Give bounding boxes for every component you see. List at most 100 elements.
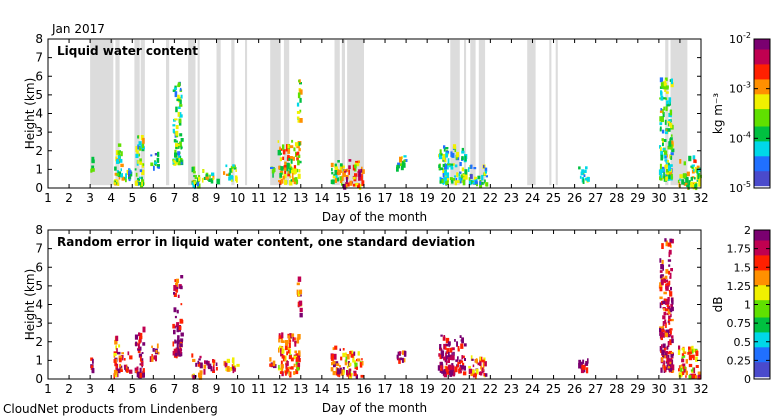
cloud-pixel xyxy=(117,182,120,186)
cloud-pixel xyxy=(287,349,290,354)
cloud-pixel xyxy=(330,179,333,184)
colorbar-segment xyxy=(754,371,770,375)
period-label: Jan 2017 xyxy=(51,22,105,36)
cloud-pixel xyxy=(278,364,280,369)
cloud-pixel xyxy=(331,167,333,172)
cloud-pixel xyxy=(659,270,663,273)
x-tick-label: 31 xyxy=(672,191,687,205)
cloud-pixel xyxy=(137,145,141,150)
cloud-pixel xyxy=(697,173,700,180)
cloud-pixel xyxy=(140,135,144,140)
cloud-pixel xyxy=(140,372,144,378)
cloud-pixel xyxy=(293,355,296,359)
cloud-pixel xyxy=(177,82,181,86)
cloud-pixel xyxy=(298,160,302,164)
cloud-pixel xyxy=(451,178,454,184)
cloud-pixel xyxy=(91,168,95,172)
colorbar-segment xyxy=(754,135,770,139)
cloud-pixel xyxy=(469,174,473,179)
cloud-pixel xyxy=(193,375,197,378)
y-tick-label: 1 xyxy=(35,162,43,176)
cloud-pixel xyxy=(471,369,475,375)
cloud-pixel xyxy=(298,148,301,152)
cloud-pixel xyxy=(446,172,450,179)
cloud-pixel xyxy=(664,332,668,338)
cloud-pixel xyxy=(667,121,670,124)
cloud-pixel xyxy=(684,182,688,185)
missing-data-band xyxy=(140,40,145,186)
cloud-pixel xyxy=(118,357,122,363)
colorbar-segment xyxy=(754,118,770,122)
cloud-pixel xyxy=(203,176,207,180)
missing-data-band xyxy=(270,40,281,186)
cloud-pixel xyxy=(687,351,690,355)
cloud-pixel xyxy=(693,348,695,353)
cloud-pixel xyxy=(212,369,215,373)
colorbar-tick-label: 0.25 xyxy=(727,354,752,367)
colorbar-segment xyxy=(754,185,770,189)
cloud-pixel xyxy=(116,159,119,164)
cloud-pixel xyxy=(359,171,361,177)
cloud-pixel xyxy=(444,345,447,350)
colorbar-segment xyxy=(754,73,770,77)
cloud-pixel xyxy=(467,167,470,172)
cloud-pixel xyxy=(660,150,663,156)
cloud-pixel xyxy=(669,137,673,141)
cloud-pixel xyxy=(177,156,180,160)
cloud-pixel xyxy=(284,161,287,167)
cloud-pixel xyxy=(298,169,301,173)
cloud-pixel xyxy=(689,349,692,355)
cloud-feature xyxy=(191,353,203,380)
cloud-pixel xyxy=(289,145,294,149)
cloud-pixel xyxy=(119,363,122,368)
cloud-pixel xyxy=(177,160,181,166)
cloud-pixel xyxy=(278,347,280,353)
cloud-pixel xyxy=(269,363,273,367)
cloud-pixel xyxy=(669,272,672,279)
cloud-pixel xyxy=(345,184,348,188)
cloud-pixel xyxy=(694,375,698,380)
cloud-pixel xyxy=(114,339,118,345)
cloud-pixel xyxy=(215,362,218,366)
cloud-pixel xyxy=(209,174,211,178)
cloud-pixel xyxy=(683,161,686,166)
cloud-pixel xyxy=(667,357,670,363)
cloud-pixel xyxy=(212,359,216,363)
missing-data-band xyxy=(555,40,558,186)
cloud-pixel xyxy=(115,150,120,156)
cloud-pixel xyxy=(445,352,447,357)
colorbar-tick-exponent: -2 xyxy=(743,31,751,40)
colorbar-segment xyxy=(754,262,770,266)
cloud-pixel xyxy=(175,143,179,149)
cloud-pixel xyxy=(298,352,301,357)
cloud-pixel xyxy=(462,371,467,376)
cloud-pixel xyxy=(451,352,453,357)
x-tick-label: 18 xyxy=(398,191,413,205)
cloud-pixel xyxy=(698,168,702,172)
colorbar-segment xyxy=(754,61,770,65)
colorbar-segment xyxy=(754,106,770,110)
cloud-pixel xyxy=(670,367,673,372)
cloud-pixel xyxy=(402,162,406,168)
cloud-pixel xyxy=(669,328,673,331)
cloud-pixel xyxy=(582,178,585,184)
cloud-pixel xyxy=(670,286,672,291)
colorbar-segment xyxy=(754,128,770,132)
cloud-feature xyxy=(396,350,407,364)
cloud-pixel xyxy=(485,182,489,187)
cloud-pixel xyxy=(192,184,194,188)
cloud-pixel xyxy=(477,362,480,366)
colorbar-segment xyxy=(754,279,770,283)
cloud-pixel xyxy=(670,144,673,150)
cloud-pixel xyxy=(695,183,698,187)
cloud-pixel xyxy=(463,365,466,371)
cloud-pixel xyxy=(349,180,353,186)
cloud-pixel xyxy=(296,102,300,107)
cloud-pixel xyxy=(332,371,336,376)
cloud-pixel xyxy=(454,339,456,342)
missing-data-band xyxy=(341,40,345,186)
cloud-pixel xyxy=(286,162,290,169)
colorbar-segment xyxy=(754,252,770,256)
cloud-pixel xyxy=(332,175,336,179)
colorbar-segment xyxy=(754,294,770,298)
